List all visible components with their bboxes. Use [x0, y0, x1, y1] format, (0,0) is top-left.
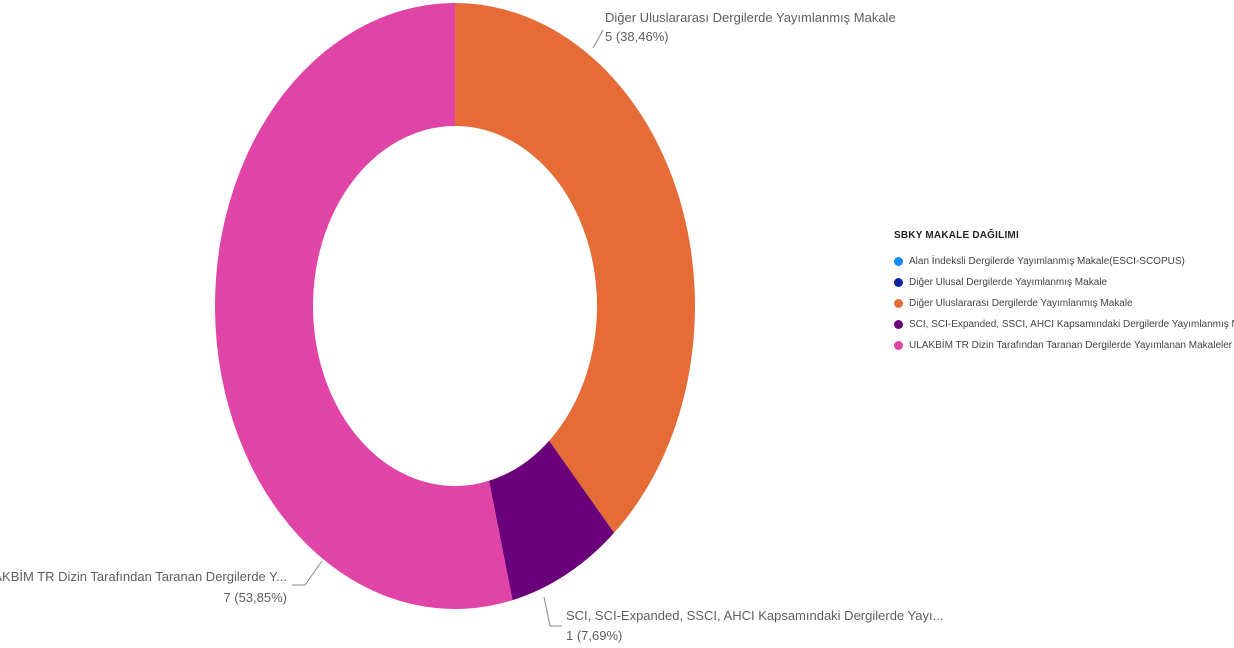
slice-label-name-2: Diğer Uluslararası Dergilerde Yayımlanmı… — [605, 10, 896, 25]
slice-2[interactable] — [455, 3, 695, 533]
legend-item-0[interactable]: Alan İndeksli Dergilerde Yayımlanmış Mak… — [894, 251, 1234, 272]
legend-items: Alan İndeksli Dergilerde Yayımlanmış Mak… — [894, 251, 1234, 356]
legend-item-4[interactable]: ULAKBİM TR Dizin Tarafından Taranan Derg… — [894, 335, 1234, 356]
legend-marker-icon — [894, 278, 903, 287]
legend-item-2[interactable]: Diğer Uluslararası Dergilerde Yayımlanmı… — [894, 293, 1234, 314]
legend-item-label: SCI, SCI-Expanded, SSCI, AHCI Kapsamında… — [909, 319, 1234, 330]
legend-item-label: Alan İndeksli Dergilerde Yayımlanmış Mak… — [909, 256, 1185, 267]
leader-line-4 — [292, 560, 323, 586]
donut-slices — [214, 3, 695, 609]
legend-marker-icon — [894, 341, 903, 350]
slice-label-value-3: 1 (7,69%) — [566, 628, 622, 643]
legend-marker-icon — [894, 299, 903, 308]
slice-4[interactable] — [214, 3, 513, 609]
legend-item-3[interactable]: SCI, SCI-Expanded, SSCI, AHCI Kapsamında… — [894, 314, 1234, 335]
legend-item-label: ULAKBİM TR Dizin Tarafından Taranan Derg… — [909, 340, 1233, 351]
leader-line-2 — [592, 29, 604, 49]
legend-item-1[interactable]: Diğer Ulusal Dergilerde Yayımlanmış Maka… — [894, 272, 1234, 293]
slice-label-name-3: SCI, SCI-Expanded, SSCI, AHCI Kapsamında… — [566, 608, 943, 623]
legend-item-label: Diğer Ulusal Dergilerde Yayımlanmış Maka… — [909, 277, 1108, 288]
slice-3[interactable] — [488, 440, 615, 601]
slice-label-value-2: 5 (38,46%) — [605, 29, 669, 44]
legend-marker-icon — [894, 320, 903, 329]
slice-label-value-4: 7 (53,85%) — [223, 590, 287, 605]
slice-label-name-4: ULAKBİM TR Dizin Tarafından Taranan Derg… — [0, 569, 287, 584]
legend-marker-icon — [894, 257, 903, 266]
leader-line-3 — [543, 596, 562, 627]
legend-title: SBKY MAKALE DAĞILIMI — [894, 230, 1019, 241]
legend-item-label: Diğer Uluslararası Dergilerde Yayımlanmı… — [909, 298, 1133, 309]
chart-legend: SBKY MAKALE DAĞILIMI Alan İndeksli Dergi… — [894, 230, 1234, 356]
slice-labels: Diğer Uluslararası Dergilerde Yayımlanmı… — [0, 10, 943, 643]
